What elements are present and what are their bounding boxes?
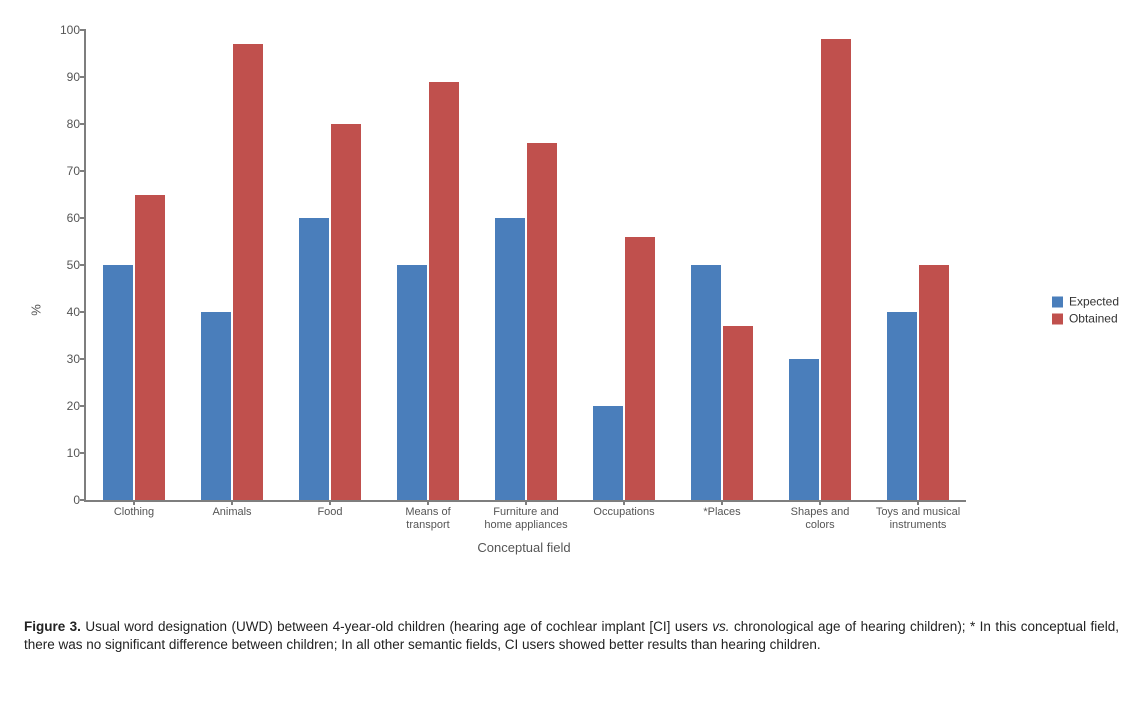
legend-swatch-expected [1052, 296, 1063, 307]
page-root: % 0102030405060708090100ClothingAnimalsF… [0, 0, 1143, 717]
chart-container: % 0102030405060708090100ClothingAnimalsF… [24, 20, 1119, 600]
bar [233, 44, 263, 500]
y-tick-mark [80, 311, 86, 313]
y-tick-mark [80, 405, 86, 407]
bar [723, 326, 753, 500]
legend: Expected Obtained [1052, 292, 1119, 329]
x-axis-label: Conceptual field [477, 540, 570, 555]
y-tick-mark [80, 76, 86, 78]
y-tick-mark [80, 29, 86, 31]
figure-caption: Figure 3. Usual word designation (UWD) b… [24, 618, 1119, 654]
y-tick-mark [80, 123, 86, 125]
y-tick-mark [80, 170, 86, 172]
bar [135, 195, 165, 501]
legend-label-expected: Expected [1069, 295, 1119, 309]
y-tick-mark [80, 452, 86, 454]
legend-label-obtained: Obtained [1069, 312, 1118, 326]
x-tick-label: Food [285, 500, 375, 519]
caption-label: Figure 3. [24, 619, 81, 634]
bar [789, 359, 819, 500]
y-tick-mark [80, 264, 86, 266]
y-axis-label: % [29, 304, 44, 316]
x-tick-label: Shapes and colors [775, 500, 865, 532]
bar [429, 82, 459, 500]
bar [527, 143, 557, 500]
legend-item-expected: Expected [1052, 295, 1119, 309]
caption-vs: vs. [712, 619, 729, 634]
x-tick-label: Means of transport [383, 500, 473, 532]
x-tick-label: Animals [187, 500, 277, 519]
legend-item-obtained: Obtained [1052, 312, 1119, 326]
bars-layer [86, 30, 966, 500]
x-tick-label: *Places [677, 500, 767, 519]
y-tick-mark [80, 499, 86, 501]
bar [331, 124, 361, 500]
bar [691, 265, 721, 500]
x-tick-label: Furniture and home appliances [481, 500, 571, 532]
x-tick-label: Toys and musical instruments [873, 500, 963, 532]
bar [201, 312, 231, 500]
y-tick-mark [80, 358, 86, 360]
bar [919, 265, 949, 500]
caption-text-1: Usual word designation (UWD) between 4-y… [81, 619, 712, 634]
bar [625, 237, 655, 500]
x-tick-label: Clothing [89, 500, 179, 519]
legend-swatch-obtained [1052, 313, 1063, 324]
bar [397, 265, 427, 500]
bar [495, 218, 525, 500]
bar [103, 265, 133, 500]
x-tick-label: Occupations [579, 500, 669, 519]
y-tick-mark [80, 217, 86, 219]
bar [821, 39, 851, 500]
plot-area: 0102030405060708090100ClothingAnimalsFoo… [84, 30, 966, 502]
bar [887, 312, 917, 500]
bar [593, 406, 623, 500]
bar [299, 218, 329, 500]
